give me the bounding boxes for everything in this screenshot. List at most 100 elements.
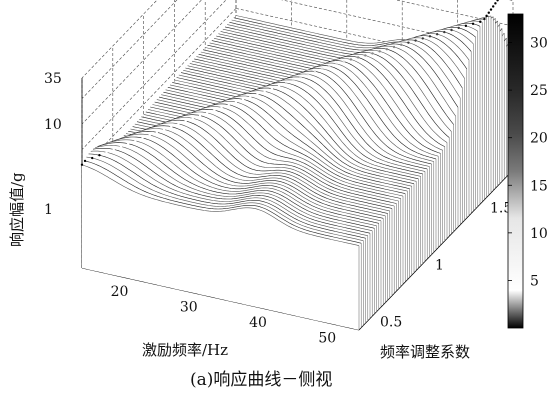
ridge-mark bbox=[328, 64, 331, 68]
surface-line bbox=[112, 122, 390, 212]
ridge-mark bbox=[263, 90, 266, 93]
grid-line bbox=[395, 0, 514, 27]
colorbar bbox=[507, 13, 524, 329]
colorbar-tick-label: 10 bbox=[530, 226, 548, 242]
ridge-mark bbox=[400, 43, 403, 46]
ridge-mark bbox=[292, 78, 295, 82]
ridge-mark bbox=[356, 56, 360, 59]
surface-line bbox=[114, 119, 393, 209]
ridge-mark bbox=[450, 28, 453, 32]
ridge-mark bbox=[471, 22, 475, 25]
ridge-mark bbox=[98, 153, 101, 157]
z-axis-label: 响应幅值/g bbox=[8, 172, 26, 247]
ridge-mark bbox=[421, 37, 424, 40]
colorbar-tick-label: 15 bbox=[530, 178, 548, 194]
ridge-mark bbox=[105, 151, 108, 154]
colorbar-tick-label: 20 bbox=[530, 131, 548, 147]
ridge-mark bbox=[492, 5, 495, 8]
ridge-mark bbox=[320, 67, 324, 70]
ridge-mark bbox=[443, 30, 446, 34]
surface-line bbox=[90, 150, 368, 236]
y-tick-label: 0.5 bbox=[380, 315, 402, 331]
ridge-mark bbox=[241, 98, 245, 101]
ridge-mark bbox=[234, 100, 238, 104]
surface-line bbox=[92, 148, 371, 234]
z-tick-label: 10 bbox=[44, 117, 62, 133]
surface-strip-fill bbox=[82, 164, 359, 330]
ridge-mark bbox=[494, 2, 497, 5]
colorbar-tick-label: 30 bbox=[530, 36, 548, 52]
ridge-mark bbox=[496, 0, 499, 2]
ridge-mark bbox=[213, 108, 216, 112]
ridge-mark bbox=[170, 125, 173, 128]
ridge-mark bbox=[155, 131, 159, 134]
ridge-mark bbox=[335, 62, 338, 65]
ridge-mark bbox=[134, 139, 137, 143]
surface-line bbox=[110, 125, 388, 214]
surface-line bbox=[84, 160, 362, 244]
x-tick-label: 40 bbox=[249, 315, 267, 331]
ridge-mark bbox=[227, 103, 230, 106]
surface-line bbox=[88, 153, 366, 239]
ridge-mark bbox=[112, 148, 115, 151]
ridge-mark bbox=[162, 128, 166, 131]
x-tick-label: 50 bbox=[318, 330, 336, 346]
x-axis-label: 激励频率/Hz bbox=[142, 341, 228, 359]
ridge-mark bbox=[479, 20, 482, 23]
ridge-mark bbox=[249, 95, 252, 98]
surface-line bbox=[101, 136, 379, 224]
surface-line bbox=[86, 156, 364, 241]
ridge-mark bbox=[148, 133, 151, 137]
grid-line bbox=[509, 0, 514, 1]
ridge-mark bbox=[378, 50, 381, 53]
ridge-mark bbox=[177, 122, 180, 126]
ridge-mark bbox=[184, 119, 187, 123]
ridge-mark bbox=[349, 58, 353, 61]
response-surface bbox=[80, 0, 514, 330]
ridge-mark bbox=[285, 81, 288, 85]
ridge-mark bbox=[364, 54, 367, 57]
ridge-mark bbox=[385, 47, 389, 51]
ridge-mark bbox=[220, 106, 223, 109]
y-tick-label: 1.5 bbox=[490, 200, 512, 216]
ridge-mark bbox=[205, 111, 209, 115]
grid-line bbox=[81, 0, 158, 79]
surface-line bbox=[81, 164, 360, 246]
z-tick-label: 35 bbox=[44, 71, 62, 87]
ridge-mark bbox=[141, 136, 144, 140]
ridge-mark bbox=[489, 8, 493, 11]
ridge-mark bbox=[256, 92, 259, 96]
x-tick-label: 20 bbox=[111, 284, 129, 300]
ridge-mark bbox=[342, 60, 345, 63]
x-tick-label: 30 bbox=[180, 299, 198, 315]
surface-line bbox=[99, 139, 377, 227]
ridge-mark bbox=[407, 41, 410, 44]
grid-line bbox=[81, 0, 202, 125]
z-tick-label: 1 bbox=[44, 202, 53, 218]
ridge-mark bbox=[80, 163, 84, 166]
ridge-mark bbox=[464, 24, 468, 28]
grid-line bbox=[81, 0, 227, 150]
ridge-mark bbox=[392, 45, 396, 49]
ridge-mark bbox=[483, 17, 486, 21]
ridge-mark bbox=[277, 84, 281, 88]
ridge-mark bbox=[198, 114, 202, 117]
ridge-mark bbox=[83, 159, 87, 163]
ridge-mark bbox=[191, 117, 195, 120]
y-tick-label: 1 bbox=[435, 257, 444, 273]
ridge-mark bbox=[119, 145, 123, 148]
surface-line bbox=[106, 130, 384, 219]
ridge-mark bbox=[371, 52, 374, 55]
ridge-mark bbox=[306, 73, 309, 76]
colorbar-ticks: 5 10 15 20 25 30 bbox=[508, 36, 548, 289]
y-axis-label: 频率调整系数 bbox=[380, 343, 470, 361]
surface-line bbox=[108, 128, 386, 217]
ridge-mark bbox=[435, 33, 439, 36]
ridge-mark bbox=[91, 156, 94, 160]
ridge-mark bbox=[126, 142, 130, 145]
ridge-mark bbox=[485, 14, 488, 18]
ridge-mark bbox=[487, 11, 490, 14]
ridge-mark bbox=[313, 70, 317, 73]
